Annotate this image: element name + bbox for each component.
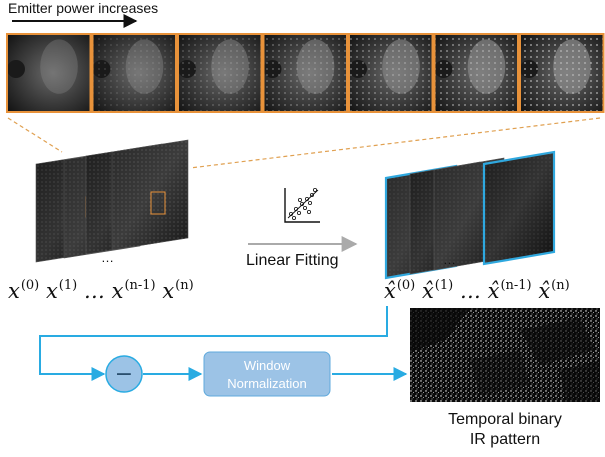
emitter-frame-3 xyxy=(262,33,348,113)
output-label-n: x̂(n) xyxy=(538,278,570,303)
emitter-frame-0 xyxy=(6,33,92,113)
flow-arrow-to-subtract xyxy=(39,306,388,381)
input-stack-ellipsis: … xyxy=(101,250,114,265)
emitter-frame-4 xyxy=(348,33,434,113)
input-label-ellipsis: … xyxy=(83,279,105,303)
input-label-1: x(1) xyxy=(45,278,78,303)
scatter-plot-icon xyxy=(284,187,320,223)
emitter-frame-5 xyxy=(433,33,519,113)
output-label-0: x̂(0) xyxy=(384,278,416,303)
emitter-power-caption: Emitter power increases xyxy=(8,0,159,16)
dashed-connector-right xyxy=(189,117,601,169)
output-stack-ellipsis: … xyxy=(443,252,456,267)
output-label-line-1: Temporal binary xyxy=(448,411,562,428)
emitter-frame-2 xyxy=(177,33,263,113)
dashed-connector-left xyxy=(7,117,63,153)
output-frame-stack: … xyxy=(384,150,556,280)
emitter-frame-6 xyxy=(519,33,605,113)
output-label-n-1: x̂(n-1) xyxy=(487,278,532,303)
input-roi-box-n xyxy=(150,191,166,215)
subtract-symbol: − xyxy=(115,362,133,387)
emitter-frame-1 xyxy=(91,33,177,113)
output-stack-labels: x̂(0) x̂(1) … x̂(n-1) x̂(n) xyxy=(384,278,570,303)
input-frame-stack: … xyxy=(35,139,189,265)
subtract-node xyxy=(105,355,143,393)
input-label-0: x(0) xyxy=(8,278,40,303)
emitter-frame-strip xyxy=(6,33,605,113)
window-normalization-node xyxy=(203,351,331,397)
binary-pattern-image xyxy=(410,308,600,402)
window-normalization-line-2: Normalization xyxy=(227,376,306,391)
output-label-ellipsis: … xyxy=(459,279,481,303)
output-label-line-2: IR pattern xyxy=(470,431,540,448)
linear-fitting-label: Linear Fitting xyxy=(246,252,339,269)
input-label-n: x(n) xyxy=(162,278,194,303)
output-label-1: x̂(1) xyxy=(421,278,454,303)
input-label-n-1: x(n-1) xyxy=(111,278,156,303)
input-stack-labels: x(0) x(1) … x(n-1) x(n) xyxy=(8,278,194,303)
window-normalization-line-1: Window xyxy=(244,358,291,373)
